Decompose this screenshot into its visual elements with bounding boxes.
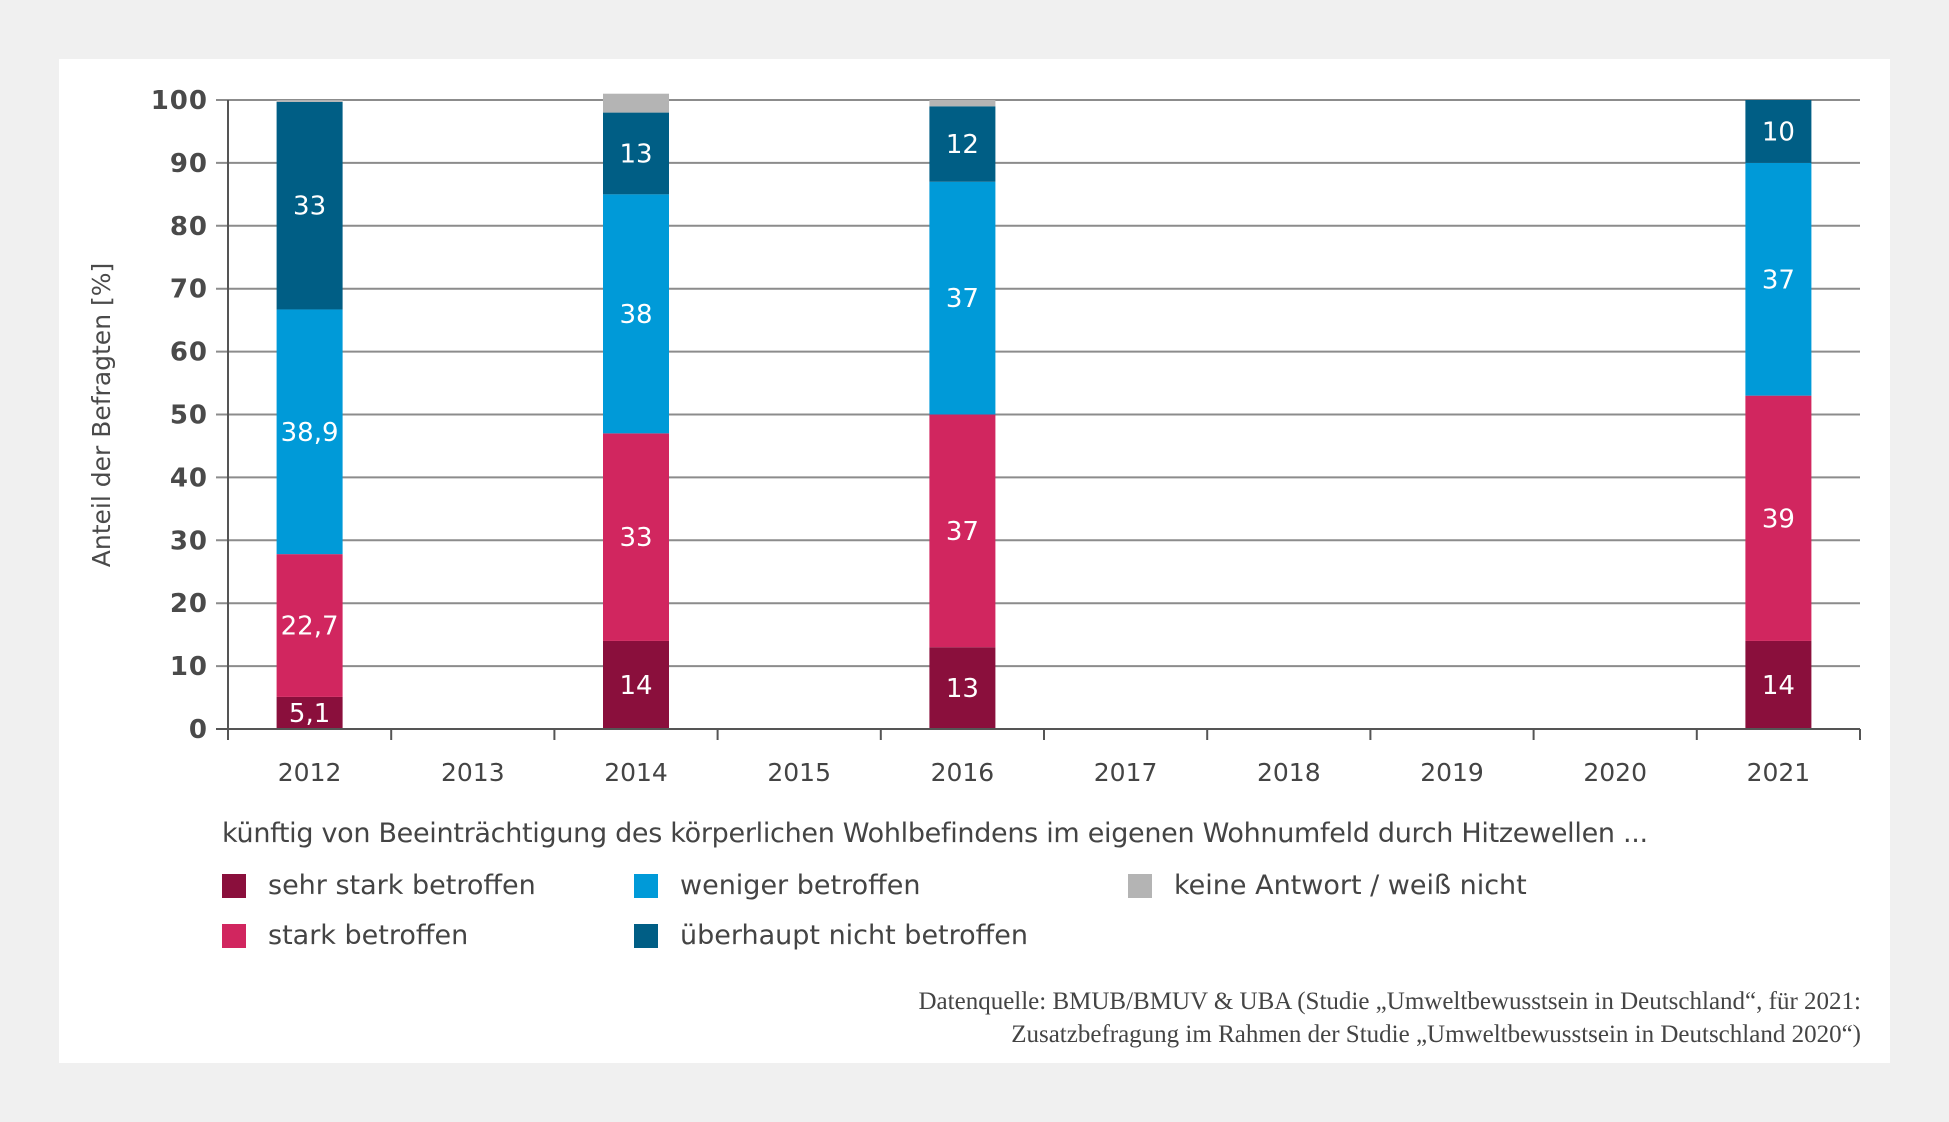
axes: 0 10 20 30 40 50 60 70 80 90 100 2012 2013 2014 2015 20… [151, 86, 1861, 787]
bars [276, 93, 1812, 729]
x-tick-label: 2020 [1583, 758, 1647, 787]
bar-segment [603, 93, 669, 113]
bar-segment [929, 106, 996, 182]
bar-segment [603, 433, 669, 641]
x-tick-label: 2013 [441, 758, 505, 787]
legend-label: weniger betroffen [680, 870, 921, 901]
legend-swatch [1128, 873, 1152, 898]
bar-segment [929, 100, 996, 107]
x-tick-label: 2018 [1257, 758, 1321, 787]
source-line-1: Datenquelle: BMUB/BMUV & UBA (Studie „Um… [918, 988, 1862, 1015]
bar-value-label: 38,9 [281, 418, 339, 448]
bar-value-label: 12 [946, 130, 979, 160]
x-tick-label: 2021 [1747, 758, 1811, 787]
bar-segment [603, 112, 669, 195]
bar-value-label: 38 [619, 300, 652, 330]
bar-value-label: 33 [293, 192, 326, 222]
y-tick-label: 80 [170, 212, 208, 242]
bar-value-label: 10 [1762, 117, 1795, 147]
y-tick-label: 60 [170, 338, 208, 368]
y-tick-label: 70 [170, 275, 208, 305]
legend-item-weniger: weniger betroffen [634, 870, 920, 901]
legend-label: überhaupt nicht betroffen [680, 920, 1028, 951]
x-tick-label: 2014 [604, 758, 668, 787]
y-tick-label: 10 [170, 652, 208, 682]
legend-label: sehr stark betroffen [268, 870, 536, 901]
source-line-2: Zusatzbefragung im Rahmen der Studie „Um… [1011, 1021, 1861, 1048]
bar-segment [276, 309, 343, 555]
bar-segment [276, 101, 343, 310]
bar-segment [1745, 640, 1812, 729]
bar-segment [603, 640, 669, 729]
bar-value-label: 39 [1762, 504, 1795, 534]
bar-segment [929, 647, 996, 729]
bar-segment [603, 194, 669, 434]
legend-swatch [634, 873, 658, 898]
x-tick-label: 2019 [1420, 758, 1484, 787]
legend-label: stark betroffen [268, 920, 469, 951]
legend-swatch [634, 923, 658, 948]
legend-item-stark: stark betroffen [222, 920, 468, 951]
gridlines [216, 99, 1860, 668]
legend-item-keine-antwort: keine Antwort / weiß nicht [1128, 870, 1527, 901]
legend-swatch [222, 923, 246, 948]
x-tick-label: 2016 [931, 758, 995, 787]
y-tick-label: 50 [170, 401, 208, 431]
y-tick-label: 40 [170, 463, 208, 493]
bar-segment [1745, 100, 1812, 163]
bar-labels: 5,1 22,7 38,9 33 14 33 38 13 13 37 37 12 14 39 37 10 [281, 117, 1795, 729]
x-tick-label: 2017 [1094, 758, 1158, 787]
bar-segment [929, 414, 996, 648]
bar-value-label: 22,7 [281, 612, 339, 642]
data-source-note: Datenquelle: BMUB/BMUV & UBA (Studie „Um… [919, 985, 1862, 1051]
legend-label: keine Antwort / weiß nicht [1174, 870, 1527, 901]
bar-value-label: 33 [619, 523, 652, 553]
y-tick-label: 100 [151, 86, 208, 116]
y-tick-label: 0 [189, 715, 208, 745]
x-axis-description: künftig von Beeinträchtigung des körperl… [222, 818, 1648, 849]
y-tick-label: 20 [170, 589, 208, 619]
bar-segment [1745, 162, 1812, 396]
bar-segment [276, 100, 343, 102]
bar-value-label: 37 [1762, 265, 1795, 295]
bar-value-label: 5,1 [289, 699, 330, 729]
bar-segment [276, 554, 343, 697]
y-tick-label: 30 [170, 526, 208, 556]
y-axis-title: Anteil der Befragten [%] [87, 263, 116, 567]
bar-value-label: 37 [946, 284, 979, 314]
bar-segment [1745, 395, 1812, 641]
legend-item-ueberhaupt-nicht: überhaupt nicht betroffen [634, 920, 1028, 951]
bar-segment [276, 696, 343, 729]
bar-segment [929, 181, 996, 415]
bar-value-label: 13 [619, 139, 652, 169]
bar-value-label: 14 [1762, 671, 1795, 701]
bar-value-label: 37 [946, 517, 979, 547]
bar-value-label: 14 [619, 671, 652, 701]
x-tick-label: 2015 [767, 758, 831, 787]
legend-swatch [222, 873, 246, 898]
legend-item-sehr-stark: sehr stark betroffen [222, 870, 536, 901]
x-tick-label: 2012 [278, 758, 342, 787]
y-tick-label: 90 [170, 149, 208, 179]
bar-value-label: 13 [946, 674, 979, 704]
